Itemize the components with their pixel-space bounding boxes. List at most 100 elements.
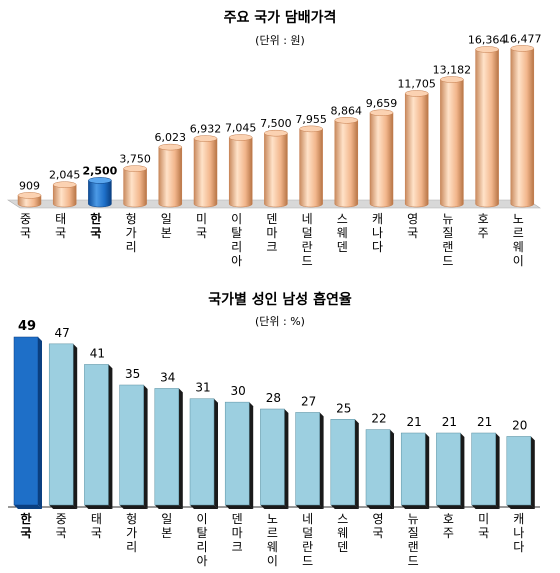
bar-13 xyxy=(471,432,496,506)
bar-top-13 xyxy=(475,46,499,53)
bar-4 xyxy=(154,388,180,506)
data-label-6: 30 xyxy=(231,384,246,398)
data-label-0: 909 xyxy=(19,179,40,192)
bar-bottom-9 xyxy=(330,505,359,509)
data-label-4: 34 xyxy=(160,370,175,384)
data-label-2: 41 xyxy=(90,346,105,360)
bar-side-12 xyxy=(460,433,465,509)
data-label-3: 35 xyxy=(125,367,140,381)
data-label-8: 27 xyxy=(301,394,316,408)
data-label-2: 2,500 xyxy=(83,164,118,177)
bar-side-4 xyxy=(178,388,183,509)
data-label-12: 13,182 xyxy=(433,64,472,77)
bar-side-13 xyxy=(495,433,500,509)
bar-bottom-4 xyxy=(154,505,183,509)
bar-6 xyxy=(224,401,250,506)
data-label-1: 47 xyxy=(55,326,70,340)
bar-bottom-1 xyxy=(49,505,78,509)
bar-side-7 xyxy=(284,409,289,509)
bar-side-9 xyxy=(354,419,359,509)
bar-10 xyxy=(369,112,394,208)
bar-7 xyxy=(264,132,288,208)
bar-side-8 xyxy=(319,412,324,509)
data-label-5: 31 xyxy=(195,381,210,395)
bar-side-0 xyxy=(38,337,42,509)
bar-bottom-13 xyxy=(471,505,500,509)
bar-side-5 xyxy=(214,398,218,509)
bar-bottom-8 xyxy=(295,505,324,509)
data-label-6: 7,045 xyxy=(225,121,257,134)
bar-top-7 xyxy=(264,129,288,137)
bar-bottom-0 xyxy=(14,505,42,509)
bar-5 xyxy=(193,138,218,208)
bar-0 xyxy=(13,336,39,506)
data-label-10: 22 xyxy=(371,412,386,426)
bar-7 xyxy=(260,408,285,506)
bar-top-5 xyxy=(193,135,218,142)
bar-side-1 xyxy=(73,343,78,509)
bar-3 xyxy=(123,168,147,208)
bar-bottom-2 xyxy=(84,505,113,509)
bar-side-6 xyxy=(249,402,254,509)
bar-top-3 xyxy=(123,165,147,172)
data-label-9: 25 xyxy=(336,401,351,415)
bar-top-0 xyxy=(17,192,42,199)
data-label-13: 21 xyxy=(477,415,492,429)
bar-12 xyxy=(436,432,461,506)
bar-6 xyxy=(228,137,253,208)
data-label-11: 21 xyxy=(407,415,422,429)
bar-14 xyxy=(506,436,532,506)
data-label-1: 2,045 xyxy=(49,169,81,182)
data-label-8: 7,955 xyxy=(295,113,327,126)
bar-bottom-12 xyxy=(436,505,465,509)
bar-side-14 xyxy=(530,436,535,509)
bar-bottom-3 xyxy=(119,505,148,509)
data-label-10: 9,659 xyxy=(366,97,398,110)
bar-10 xyxy=(365,429,391,506)
bar-side-3 xyxy=(143,385,148,509)
bar-9 xyxy=(334,120,359,208)
bar-bottom-14 xyxy=(506,505,535,509)
bar-top-12 xyxy=(440,76,464,83)
data-label-4: 6,023 xyxy=(155,131,187,144)
bar-bottom-7 xyxy=(260,505,289,509)
bar-8 xyxy=(299,128,323,208)
data-label-7: 28 xyxy=(266,391,281,405)
bar-bottom-5 xyxy=(190,505,218,509)
data-label-0: 49 xyxy=(18,319,36,334)
bar-bottom-11 xyxy=(401,505,430,509)
bar-top-11 xyxy=(404,90,429,97)
data-label-14: 20 xyxy=(512,418,527,432)
bar-11 xyxy=(404,93,429,208)
bar-4 xyxy=(158,146,183,208)
bar-12 xyxy=(440,79,464,208)
chart2-title: 국가별 성인 남성 흡연율 xyxy=(208,291,352,308)
bar-top-6 xyxy=(228,134,253,141)
bar-bottom-6 xyxy=(225,505,254,509)
bar-side-10 xyxy=(390,429,394,509)
data-label-13: 16,364 xyxy=(468,33,507,46)
data-label-9: 8,864 xyxy=(331,104,363,117)
